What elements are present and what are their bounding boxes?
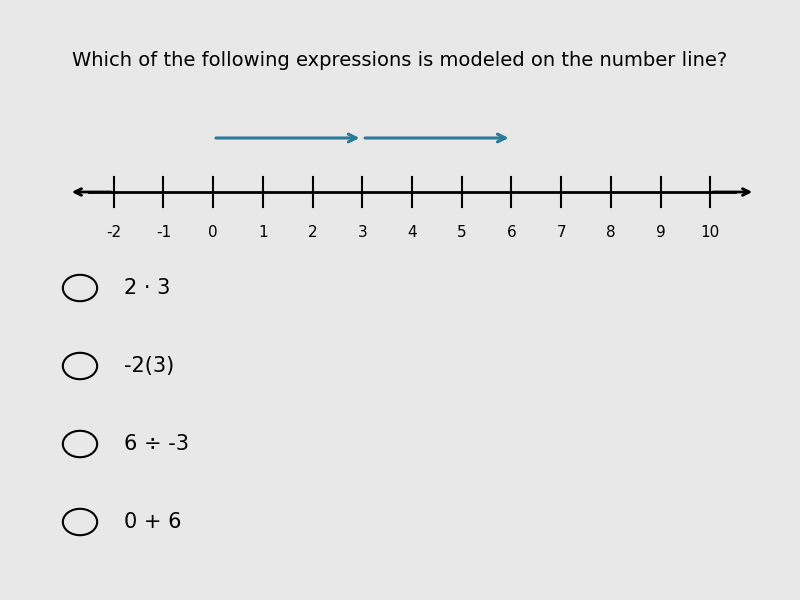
- Text: 2 · 3: 2 · 3: [124, 278, 170, 298]
- Text: -2(3): -2(3): [124, 356, 174, 376]
- Text: 2: 2: [308, 225, 318, 240]
- Text: 6 ÷ -3: 6 ÷ -3: [124, 434, 189, 454]
- Text: 8: 8: [606, 225, 616, 240]
- Text: 7: 7: [556, 225, 566, 240]
- Text: 4: 4: [407, 225, 417, 240]
- Text: 0 + 6: 0 + 6: [124, 512, 182, 532]
- Text: 6: 6: [506, 225, 516, 240]
- Text: -2: -2: [106, 225, 122, 240]
- Text: Which of the following expressions is modeled on the number line?: Which of the following expressions is mo…: [72, 50, 728, 70]
- Text: 1: 1: [258, 225, 268, 240]
- Text: -1: -1: [156, 225, 171, 240]
- Text: 9: 9: [656, 225, 666, 240]
- Text: 0: 0: [208, 225, 218, 240]
- Text: 5: 5: [457, 225, 466, 240]
- Text: 3: 3: [358, 225, 367, 240]
- Text: 10: 10: [701, 225, 720, 240]
